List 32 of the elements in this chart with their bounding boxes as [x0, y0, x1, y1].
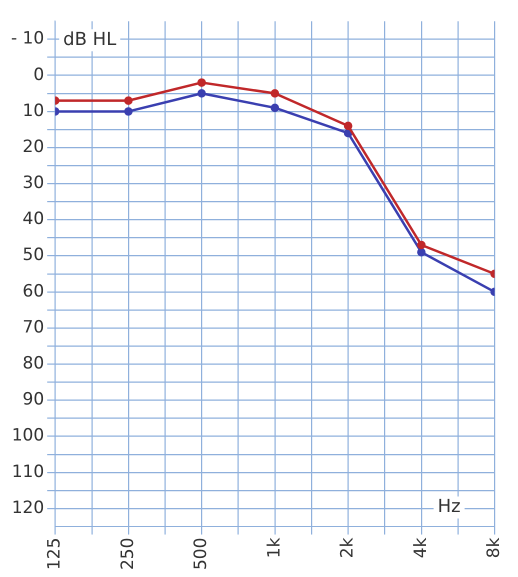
y-tick-label: 0: [33, 64, 44, 85]
x-tick-label: 1k: [264, 537, 284, 558]
y-tick-label: 120: [12, 498, 44, 518]
point: [417, 248, 426, 256]
y-tick-label: 10: [22, 100, 44, 121]
x-tick-label: 4k: [410, 537, 431, 558]
y-tick-label: 60: [22, 281, 44, 302]
y-tick-label: 40: [22, 209, 44, 230]
y-tick-label: 70: [22, 317, 44, 338]
point: [197, 78, 206, 87]
y-tick-label: 80: [22, 354, 44, 374]
point: [344, 122, 352, 130]
y-tick-label: 100: [12, 426, 44, 446]
x-tick-label: 125: [44, 538, 65, 570]
point: [124, 107, 133, 116]
x-tick-label: 8k: [484, 537, 504, 558]
y-tick-label: 20: [22, 136, 44, 157]
x-tick-label: 250: [118, 538, 138, 570]
x-tick-label: 500: [191, 538, 212, 570]
y-tick-label: - 10: [11, 28, 44, 49]
point: [270, 89, 280, 98]
point: [197, 89, 206, 98]
y-tick-label: 110: [12, 462, 44, 482]
y-tick-label: 50: [22, 245, 44, 266]
annotation: Hz: [438, 496, 461, 518]
y-tick-label: 30: [22, 173, 44, 194]
x-tick-label: 2k: [338, 537, 358, 558]
point: [124, 96, 133, 105]
annotation: dB HL: [63, 28, 116, 50]
point: [417, 240, 426, 250]
y-tick-label: 90: [22, 390, 44, 410]
point: [270, 104, 280, 112]
